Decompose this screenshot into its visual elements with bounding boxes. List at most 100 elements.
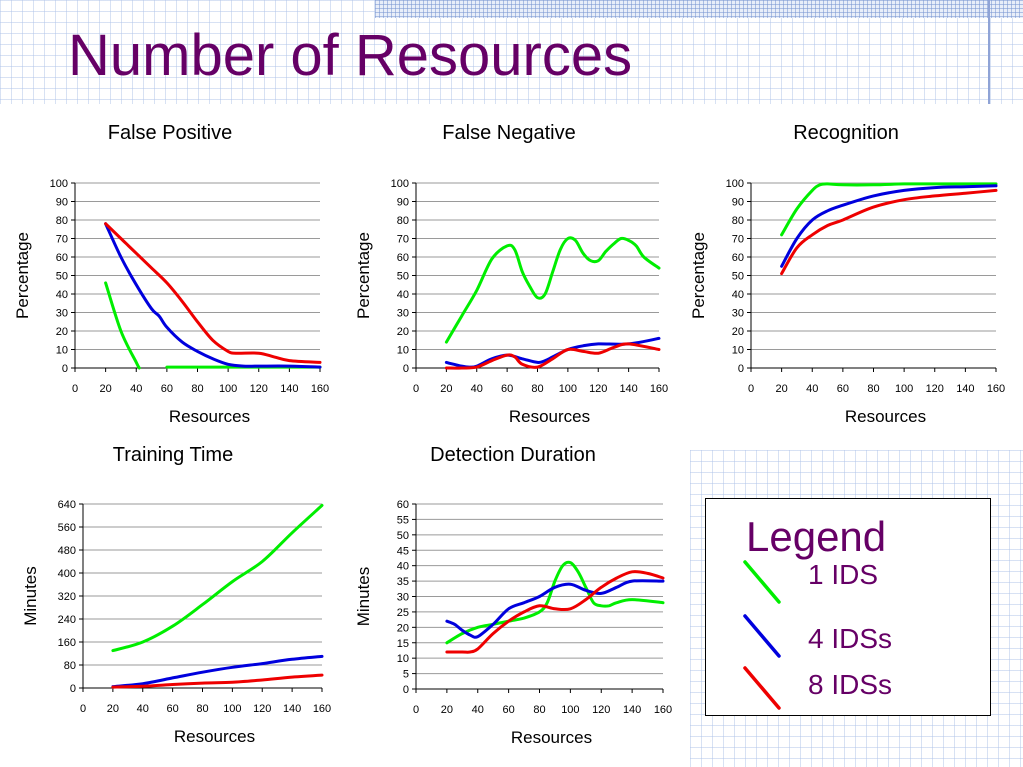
x-tick-label: 0 <box>80 703 86 715</box>
y-tick-label: 10 <box>56 345 68 357</box>
y-tick-label: 60 <box>732 252 744 264</box>
y-tick-label: 70 <box>732 234 744 246</box>
x-tick-label: 0 <box>413 383 419 395</box>
series-line-1-ids <box>444 236 661 344</box>
legend-swatch-4-idss <box>743 614 781 658</box>
x-tick-label: 40 <box>137 703 149 715</box>
y-tick-label: 20 <box>56 326 68 338</box>
x-tick-label: 160 <box>654 704 672 716</box>
x-tick-label: 120 <box>589 383 607 395</box>
decorative-vertical-line <box>988 0 990 104</box>
x-tick-label: 80 <box>867 383 879 395</box>
y-tick-label: 0 <box>70 683 76 695</box>
legend-title: Legend <box>746 513 887 560</box>
series-line-4-idss <box>104 222 322 369</box>
y-tick-label: 40 <box>397 289 409 301</box>
x-tick-label: 120 <box>592 704 610 716</box>
legend: Legend 1 IDS 4 IDSs 8 IDSs <box>705 498 991 716</box>
x-tick-label: 160 <box>313 703 331 715</box>
y-tick-label: 320 <box>58 591 76 603</box>
slide-title: Number of Resources <box>68 23 633 88</box>
x-tick-label: 140 <box>280 383 298 395</box>
series-line-4-idss <box>780 184 998 268</box>
y-axis-label: Minutes <box>21 566 40 626</box>
x-tick-label: 80 <box>191 383 203 395</box>
y-tick-label: 80 <box>56 215 68 227</box>
legend-swatch-1-ids <box>743 560 781 604</box>
x-tick-label: 60 <box>503 704 515 716</box>
x-tick-label: 100 <box>219 383 237 395</box>
series-line-4-idss <box>111 654 324 689</box>
x-tick-label: 120 <box>250 383 268 395</box>
x-axis-label: Resources <box>845 407 926 426</box>
y-tick-label: 10 <box>732 345 744 357</box>
y-tick-label: 5 <box>403 669 409 681</box>
legend-item-8-idss: 8 IDSs <box>742 665 982 715</box>
y-tick-label: 20 <box>397 622 409 634</box>
y-tick-label: 10 <box>397 345 409 357</box>
x-axis-label: Resources <box>169 407 250 426</box>
y-tick-label: 70 <box>56 234 68 246</box>
x-axis-label: Resources <box>174 727 255 746</box>
legend-item-1-ids: 1 IDS <box>742 559 982 609</box>
y-tick-label: 0 <box>403 363 409 375</box>
x-tick-label: 0 <box>748 383 754 395</box>
x-tick-label: 100 <box>895 383 913 395</box>
x-tick-label: 140 <box>623 704 641 716</box>
y-tick-label: 80 <box>732 215 744 227</box>
y-tick-label: 90 <box>56 197 68 209</box>
x-tick-label: 140 <box>283 703 301 715</box>
x-tick-label: 0 <box>413 704 419 716</box>
y-tick-label: 25 <box>397 607 409 619</box>
y-tick-label: 80 <box>64 660 76 672</box>
y-axis-label: Percentage <box>354 232 373 319</box>
background-pattern-strip <box>375 0 1023 18</box>
series-line-1-ids <box>445 560 665 645</box>
x-tick-label: 120 <box>253 703 271 715</box>
x-tick-label: 20 <box>100 383 112 395</box>
y-tick-label: 100 <box>50 178 68 190</box>
x-tick-label: 160 <box>987 383 1005 395</box>
y-tick-label: 50 <box>397 271 409 283</box>
x-tick-label: 40 <box>472 704 484 716</box>
y-tick-label: 55 <box>397 514 409 526</box>
y-tick-label: 100 <box>726 178 744 190</box>
chart-recognition: Recognition 0 10 20 30 40 50 60 70 80 90 100 0 20 40 60… <box>689 122 1005 426</box>
series-line-8-idss <box>780 188 998 276</box>
chart-training-time: Training Time 0 80 160 240 320 400 480 560 640 0 20… <box>21 444 331 746</box>
x-tick-label: 40 <box>806 383 818 395</box>
y-tick-label: 480 <box>58 545 76 557</box>
legend-label-1-ids: 1 IDS <box>808 559 879 590</box>
x-tick-label: 160 <box>650 383 668 395</box>
legend-swatch-8-idss <box>743 666 781 710</box>
y-tick-label: 50 <box>397 530 409 542</box>
x-axis-label: Resources <box>511 728 592 747</box>
x-tick-label: 60 <box>501 383 513 395</box>
y-tick-label: 30 <box>732 308 744 320</box>
x-tick-label: 80 <box>533 704 545 716</box>
x-tick-label: 100 <box>561 704 579 716</box>
y-tick-label: 400 <box>58 568 76 580</box>
y-tick-label: 60 <box>397 252 409 264</box>
y-axis-label: Percentage <box>13 232 32 319</box>
y-tick-label: 0 <box>62 363 68 375</box>
series-line-1-ids <box>104 281 141 370</box>
series-line-1-ids <box>780 182 998 237</box>
legend-label-8-idss: 8 IDSs <box>808 669 893 700</box>
y-tick-label: 15 <box>397 638 409 650</box>
y-tick-label: 240 <box>58 614 76 626</box>
y-tick-label: 160 <box>58 637 76 649</box>
series-line-8-idss <box>444 342 661 370</box>
chart-false-positive: False Positive 0 10 20 30 40 50 60 70 80 90 100 0 20 4… <box>13 122 329 426</box>
legend-item-4-idss: 4 IDSs <box>742 613 982 663</box>
x-tick-label: 40 <box>471 383 483 395</box>
y-tick-label: 60 <box>56 252 68 264</box>
y-tick-label: 10 <box>397 653 409 665</box>
chart-title-detection-duration: Detection Duration <box>430 444 596 466</box>
x-tick-label: 100 <box>559 383 577 395</box>
legend-label-4-idss: 4 IDSs <box>808 623 893 654</box>
y-tick-label: 45 <box>397 545 409 557</box>
x-tick-label: 20 <box>440 383 452 395</box>
x-tick-label: 20 <box>107 703 119 715</box>
